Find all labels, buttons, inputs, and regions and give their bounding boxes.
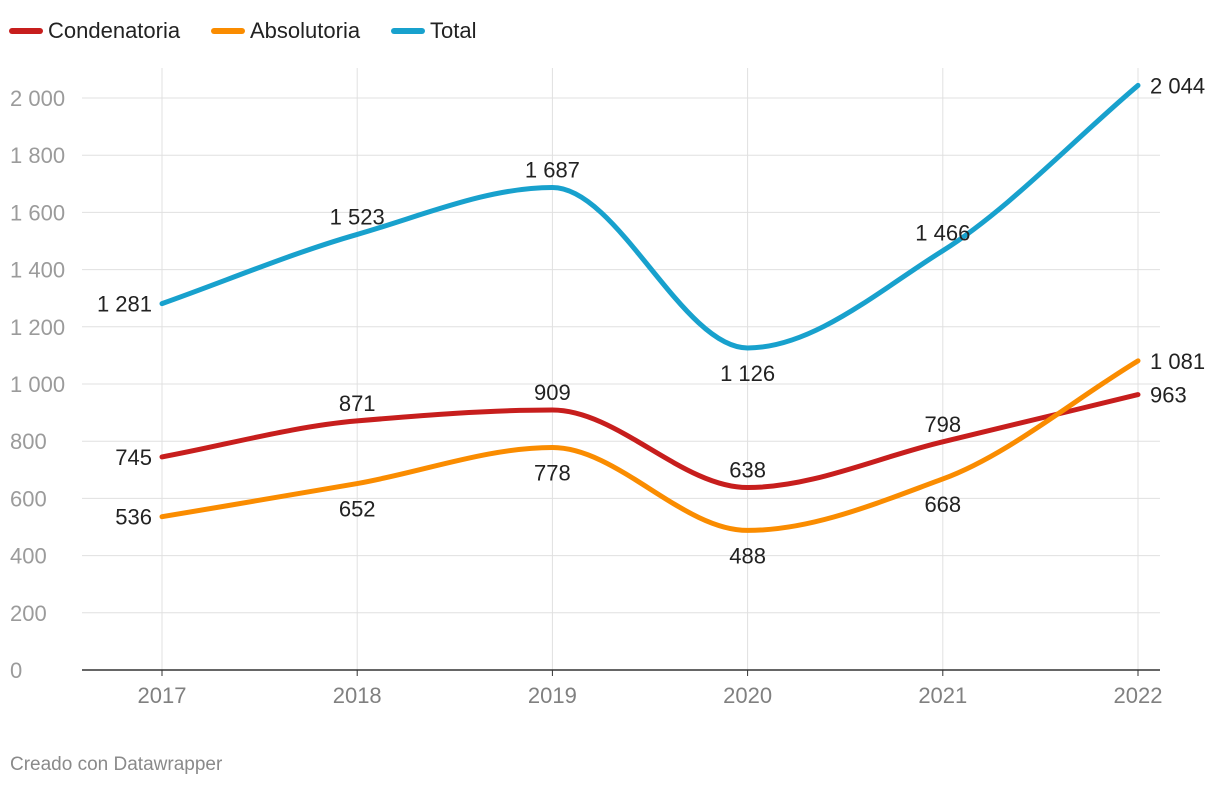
y-tick-label: 2 000	[10, 86, 65, 111]
data-label-total: 2 044	[1150, 73, 1205, 98]
legend: Condenatoria Absolutoria Total	[9, 18, 476, 43]
series-line-absolutoria[interactable]	[159, 358, 1141, 533]
y-tick-label: 800	[10, 429, 47, 454]
y-tick-label: 1 600	[10, 200, 65, 225]
gridlines	[82, 68, 1160, 670]
series-line-total[interactable]	[159, 82, 1141, 351]
data-label-condenatoria: 638	[729, 458, 766, 483]
y-tick-label: 1 400	[10, 258, 65, 283]
x-tick-label: 2020	[723, 683, 772, 708]
y-tick-label: 0	[10, 658, 22, 683]
legend-label-absolutoria[interactable]: Absolutoria	[250, 18, 361, 43]
legend-label-condenatoria[interactable]: Condenatoria	[48, 18, 181, 43]
footer-credit[interactable]: Creado con Datawrapper	[10, 754, 223, 775]
y-tick-label: 1 200	[10, 315, 65, 340]
data-label-total: 1 523	[330, 204, 385, 229]
x-axis: 2017 2018 2019 2020 2021 2022	[82, 669, 1163, 708]
y-tick-label: 1 800	[10, 143, 65, 168]
y-tick-label: 200	[10, 601, 47, 626]
x-tick-label: 2019	[528, 683, 577, 708]
data-labels: 745 871 909 638 798 963 536 652 778 488 668 1 081 1 …	[97, 73, 1205, 568]
data-label-condenatoria: 871	[339, 391, 376, 416]
series-lines	[159, 82, 1141, 533]
data-label-absolutoria: 778	[534, 460, 571, 485]
data-label-total: 1 126	[720, 361, 775, 386]
y-tick-label: 1 000	[10, 372, 65, 397]
data-label-absolutoria: 536	[115, 505, 152, 530]
data-label-absolutoria: 668	[924, 492, 961, 517]
data-label-total: 1 687	[525, 158, 580, 183]
series-line-condenatoria[interactable]	[159, 392, 1141, 491]
x-tick-label: 2021	[918, 683, 967, 708]
data-label-absolutoria: 1 081	[1150, 349, 1205, 374]
data-label-condenatoria: 745	[115, 445, 152, 470]
data-label-absolutoria: 488	[729, 543, 766, 568]
y-axis: 0 200 400 600 800 1 000 1 200 1 400 1 600 1 800 2 …	[10, 86, 65, 683]
data-label-absolutoria: 652	[339, 497, 376, 522]
data-label-condenatoria: 963	[1150, 383, 1187, 408]
data-label-total: 1 466	[915, 221, 970, 246]
x-tick-label: 2022	[1114, 683, 1163, 708]
x-tick-label: 2018	[333, 683, 382, 708]
y-tick-label: 400	[10, 544, 47, 569]
y-tick-label: 600	[10, 486, 47, 511]
data-label-total: 1 281	[97, 292, 152, 317]
data-label-condenatoria: 798	[924, 412, 961, 437]
x-tick-label: 2017	[138, 683, 187, 708]
legend-label-total[interactable]: Total	[430, 18, 476, 43]
data-label-condenatoria: 909	[534, 380, 571, 405]
